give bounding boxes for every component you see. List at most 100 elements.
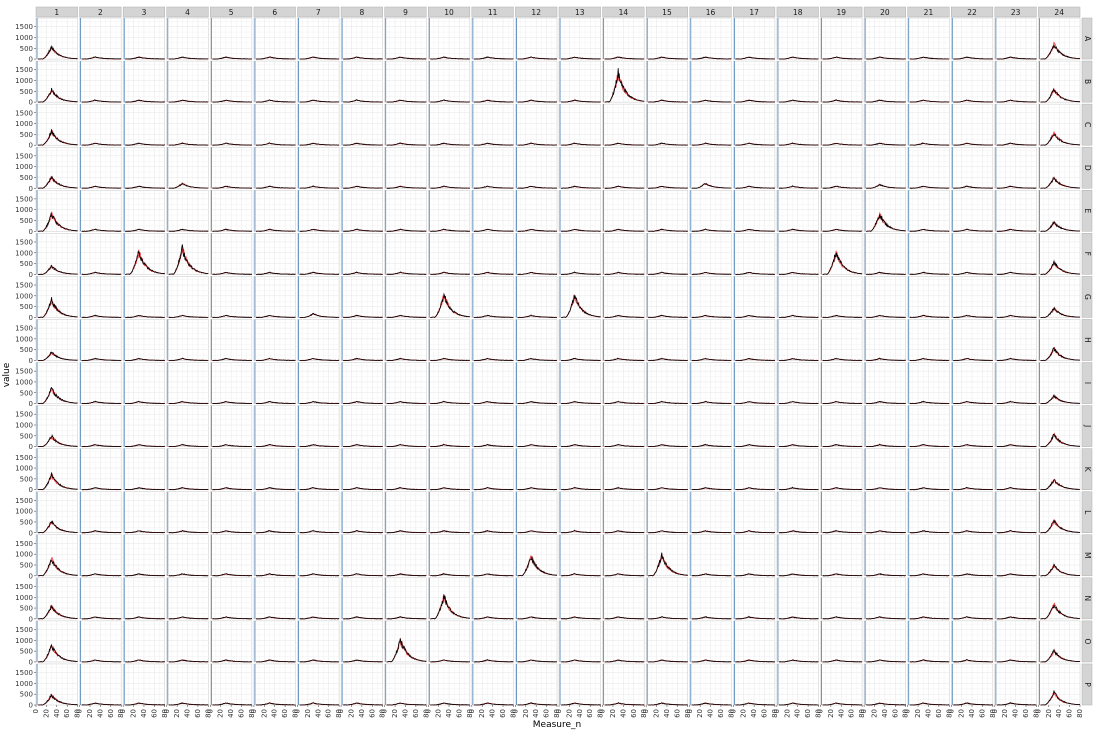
series-line-primary bbox=[779, 358, 819, 361]
series-line-primary bbox=[299, 444, 340, 448]
series-line-primary bbox=[473, 228, 514, 232]
series-line-primary bbox=[256, 487, 296, 491]
series-line-primary bbox=[473, 271, 514, 275]
series-line-primary bbox=[561, 229, 601, 232]
series-line-primary bbox=[648, 444, 688, 448]
series-line-primary bbox=[1040, 394, 1081, 405]
series-line-primary bbox=[866, 99, 906, 103]
series-line-primary bbox=[561, 400, 601, 405]
series-line-primary bbox=[779, 444, 819, 448]
series-line-primary bbox=[648, 314, 688, 318]
series-line-primary bbox=[1040, 346, 1081, 361]
series-line-primary bbox=[996, 99, 1037, 103]
series-line-primary bbox=[212, 358, 252, 361]
series-line-primary bbox=[691, 443, 732, 447]
series-line-primary bbox=[343, 99, 383, 103]
series-line-primary bbox=[212, 99, 252, 103]
series-line-primary bbox=[1040, 45, 1081, 60]
series-line-primary bbox=[735, 99, 775, 103]
series-line-primary bbox=[735, 142, 775, 146]
series-line-primary bbox=[866, 214, 906, 232]
series-line-primary bbox=[168, 142, 209, 146]
series-line-primary bbox=[561, 357, 601, 361]
series-line-primary bbox=[517, 142, 557, 146]
series-line-primary bbox=[996, 56, 1037, 60]
series-line-primary bbox=[256, 142, 296, 146]
series-line-primary bbox=[1040, 176, 1080, 189]
series-line-primary bbox=[255, 185, 296, 189]
series-line-primary bbox=[822, 228, 863, 232]
series-line-primary bbox=[125, 400, 165, 405]
series-line-primary bbox=[1040, 88, 1080, 103]
series-line-primary bbox=[822, 142, 863, 146]
series-line-primary bbox=[299, 487, 340, 491]
series-line-primary bbox=[168, 401, 209, 404]
series-line-primary bbox=[604, 229, 645, 232]
series-line-primary bbox=[779, 314, 819, 318]
series-line-primary bbox=[822, 99, 863, 103]
series-line-primary bbox=[822, 444, 863, 447]
series-line-primary bbox=[168, 443, 209, 448]
series-line-primary bbox=[604, 357, 645, 361]
series-line-primary bbox=[168, 183, 209, 189]
series-line-primary bbox=[38, 129, 78, 146]
series-line-primary bbox=[168, 244, 209, 275]
series-line-primary bbox=[735, 185, 776, 189]
series-line-primary bbox=[648, 271, 688, 275]
series-line-primary bbox=[212, 142, 252, 146]
series-line-primary bbox=[386, 185, 427, 189]
series-line-primary bbox=[604, 444, 645, 448]
series-line-primary bbox=[778, 401, 819, 405]
series-line-primary bbox=[691, 56, 732, 60]
series-line-primary bbox=[212, 185, 253, 189]
series-line-primary bbox=[299, 185, 340, 189]
series-line-primary bbox=[735, 228, 775, 232]
series-line-primary bbox=[473, 357, 514, 361]
series-line-primary bbox=[256, 99, 296, 103]
series-line-primary bbox=[299, 313, 340, 318]
series-line-primary bbox=[735, 444, 775, 448]
series-line-primary bbox=[473, 486, 514, 491]
series-line-primary bbox=[125, 185, 165, 189]
series-line-primary bbox=[822, 487, 863, 491]
series-line-primary bbox=[212, 401, 253, 405]
series-line-primary bbox=[38, 386, 78, 405]
series-line-primary bbox=[691, 99, 732, 103]
series-line-primary bbox=[866, 487, 906, 491]
series-line-primary bbox=[81, 99, 122, 103]
series-line-primary bbox=[953, 444, 993, 448]
series-line-primary bbox=[299, 358, 340, 361]
series-line-primary bbox=[81, 228, 122, 232]
series-line-primary bbox=[386, 271, 427, 275]
series-line-primary bbox=[648, 357, 688, 361]
series-line-primary bbox=[953, 358, 993, 361]
series-line-primary bbox=[81, 357, 122, 361]
series-line-primary bbox=[866, 271, 906, 275]
series-line-primary bbox=[691, 271, 732, 275]
series-line-primary bbox=[953, 228, 993, 232]
series-line-primary bbox=[996, 228, 1037, 232]
series-line-primary bbox=[691, 357, 732, 361]
series-line-primary bbox=[691, 400, 732, 405]
series-line-primary bbox=[517, 56, 558, 60]
series-line-primary bbox=[866, 183, 906, 189]
series-line-primary bbox=[256, 271, 296, 275]
series-line-primary bbox=[909, 487, 950, 491]
series-line-primary bbox=[125, 315, 165, 318]
series-line-primary bbox=[604, 400, 645, 405]
series-line-primary bbox=[430, 487, 470, 491]
series-line-primary bbox=[561, 444, 601, 448]
series-line-primary bbox=[38, 351, 78, 361]
series-line-primary bbox=[909, 444, 950, 448]
series-line-primary bbox=[343, 357, 383, 361]
series-line-primary bbox=[38, 212, 78, 232]
series-line-primary bbox=[473, 56, 514, 60]
series-line-primary bbox=[953, 99, 993, 103]
series-line-primary bbox=[81, 444, 122, 448]
series-line-primary bbox=[81, 314, 122, 318]
series-line-primary bbox=[909, 99, 950, 103]
series-line-primary bbox=[648, 487, 688, 491]
series-line-primary bbox=[604, 56, 645, 60]
series-line-primary bbox=[212, 487, 253, 491]
